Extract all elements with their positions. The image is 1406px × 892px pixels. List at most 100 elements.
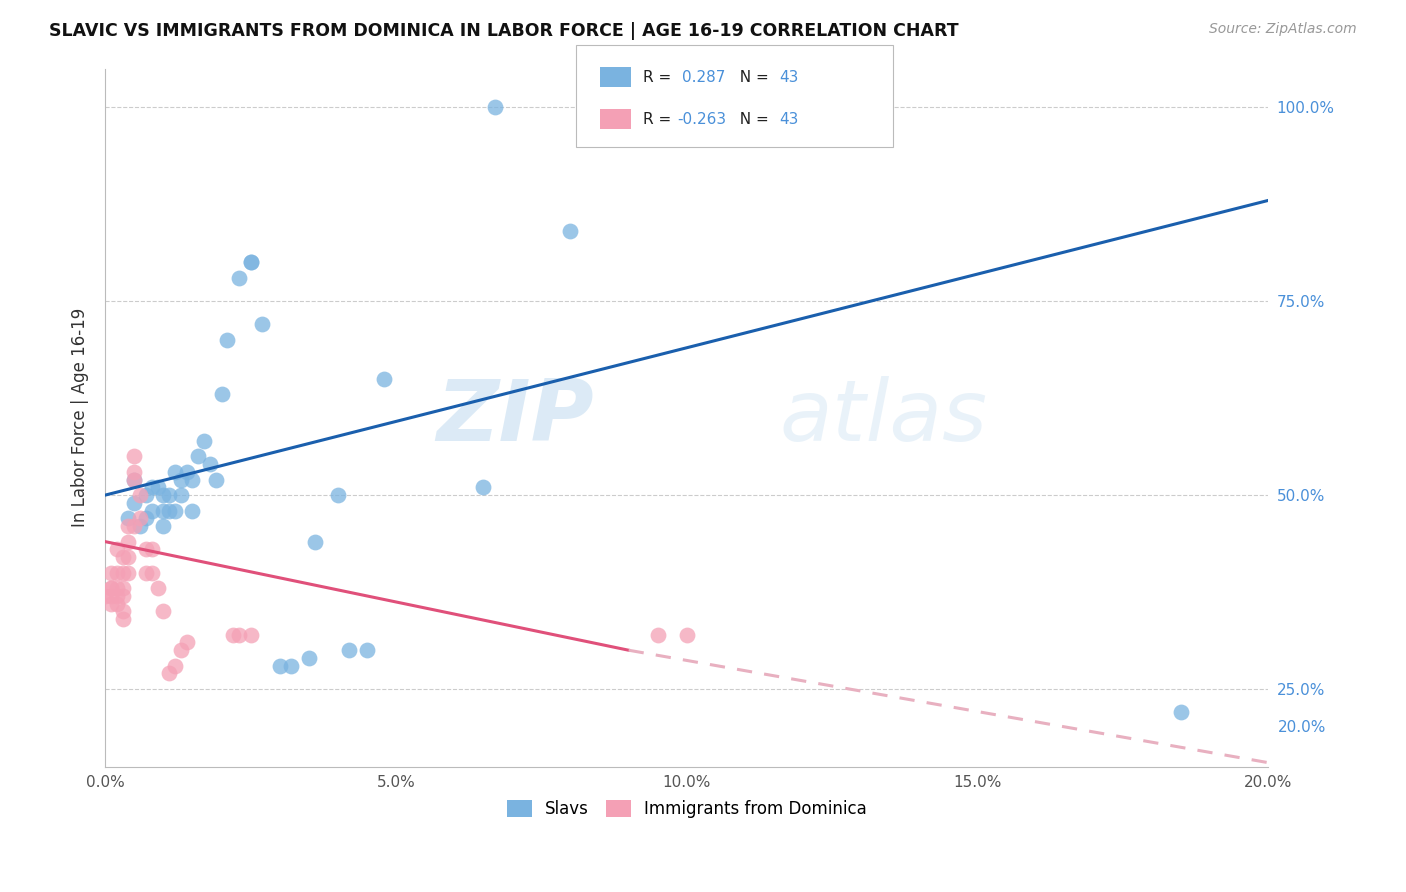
Point (105, 589, 128, 603)
Text: atlas: atlas (780, 376, 988, 459)
Point (252, 318, 274, 332)
Point (152, 503, 174, 517)
Point (560, 224, 582, 238)
Point (222, 628, 245, 642)
Point (135, 511, 157, 525)
Point (111, 566, 134, 580)
Point (163, 658, 186, 673)
Point (193, 434, 215, 448)
Text: 20.0%: 20.0% (1278, 720, 1326, 735)
Point (105, 542, 128, 557)
Point (100, 566, 122, 580)
Text: 43: 43 (779, 112, 799, 127)
Point (124, 519, 146, 533)
Point (94, 589, 117, 603)
Point (157, 488, 180, 502)
Point (198, 457, 221, 471)
Point (135, 488, 157, 502)
Point (105, 581, 128, 595)
Point (124, 496, 146, 510)
Point (239, 255, 262, 269)
Point (181, 503, 204, 517)
Point (176, 635, 198, 649)
Text: Source: ZipAtlas.com: Source: ZipAtlas.com (1209, 22, 1357, 37)
Point (217, 333, 239, 347)
Point (146, 581, 169, 595)
Point (111, 604, 134, 618)
Point (141, 566, 163, 580)
Point (141, 480, 163, 494)
Text: 0.287: 0.287 (682, 70, 725, 85)
Text: SLAVIC VS IMMIGRANTS FROM DOMINICA IN LABOR FORCE | AGE 16-19 CORRELATION CHART: SLAVIC VS IMMIGRANTS FROM DOMINICA IN LA… (49, 22, 959, 40)
Point (100, 581, 122, 595)
Point (141, 542, 163, 557)
Point (152, 488, 174, 502)
Point (157, 666, 180, 681)
Point (373, 372, 395, 386)
Point (135, 566, 157, 580)
Point (117, 519, 139, 533)
Y-axis label: In Labor Force | Age 16-19: In Labor Force | Age 16-19 (72, 308, 89, 527)
Point (356, 643, 378, 657)
Point (117, 511, 139, 525)
Point (187, 450, 209, 464)
Point (339, 643, 361, 657)
Point (152, 604, 174, 618)
Point (105, 566, 128, 580)
Point (117, 566, 139, 580)
Legend: Slavs, Immigrants from Dominica: Slavs, Immigrants from Dominica (501, 793, 873, 824)
Point (181, 473, 204, 487)
Point (239, 255, 262, 269)
Point (211, 387, 233, 401)
Point (129, 511, 152, 525)
Point (280, 658, 302, 673)
Point (100, 597, 122, 611)
Point (326, 488, 349, 502)
Point (675, 628, 697, 642)
Text: R =: R = (643, 112, 676, 127)
Text: ZIP: ZIP (436, 376, 593, 459)
Point (170, 488, 193, 502)
Point (129, 519, 152, 533)
Point (269, 658, 291, 673)
Point (111, 581, 134, 595)
Point (111, 612, 134, 626)
Point (152, 519, 174, 533)
Point (163, 503, 186, 517)
Point (124, 465, 146, 479)
Text: 43: 43 (779, 70, 799, 85)
Point (111, 589, 134, 603)
Text: R =: R = (643, 70, 681, 85)
Point (170, 473, 193, 487)
Point (211, 798, 233, 813)
Point (163, 465, 186, 479)
Point (484, 100, 506, 114)
Point (176, 465, 198, 479)
Point (124, 450, 146, 464)
Point (124, 473, 146, 487)
Point (117, 550, 139, 565)
Point (117, 534, 139, 549)
Point (170, 643, 193, 657)
Text: -0.263: -0.263 (678, 112, 727, 127)
Point (228, 628, 250, 642)
Point (111, 550, 134, 565)
Point (100, 589, 122, 603)
Point (146, 480, 169, 494)
Point (157, 503, 180, 517)
Point (1170, 706, 1192, 720)
Point (298, 651, 321, 665)
Point (124, 473, 146, 487)
Text: N =: N = (730, 70, 773, 85)
Point (304, 534, 326, 549)
Point (647, 628, 669, 642)
Text: N =: N = (730, 112, 773, 127)
Point (239, 628, 262, 642)
Point (141, 503, 163, 517)
Point (100, 581, 122, 595)
Point (135, 542, 157, 557)
Point (228, 271, 250, 285)
Point (105, 597, 128, 611)
Point (204, 473, 226, 487)
Point (472, 480, 495, 494)
